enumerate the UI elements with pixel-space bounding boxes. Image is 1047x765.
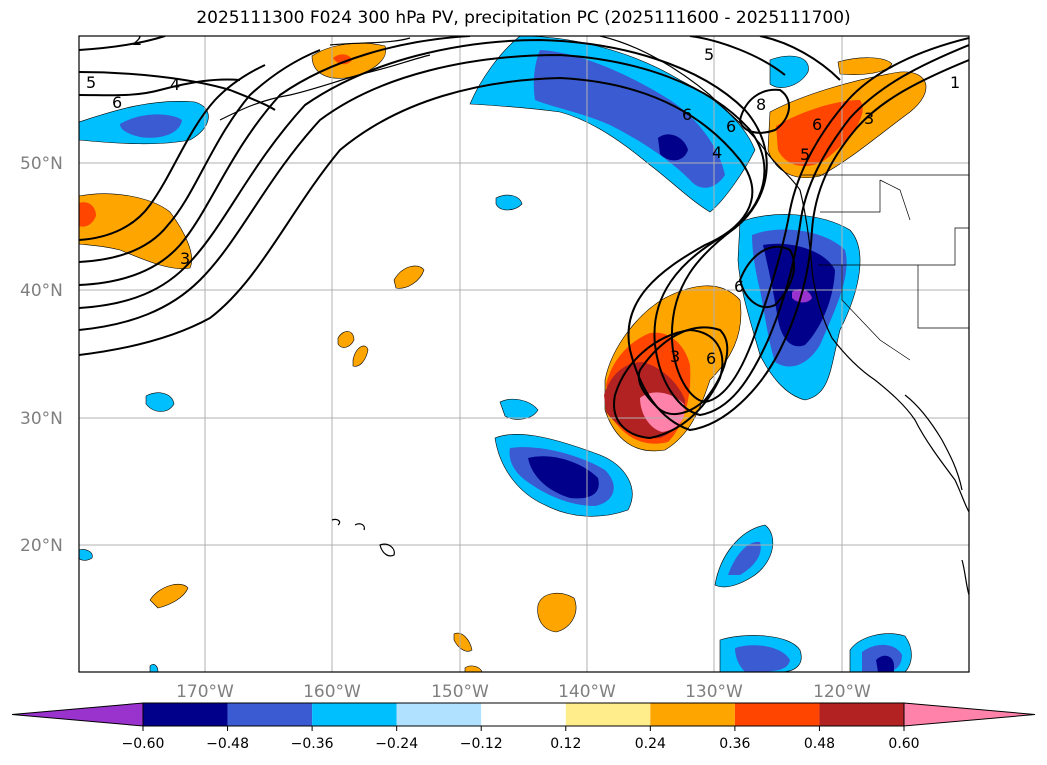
positive-precip-region (79, 193, 192, 269)
negative-precip-region (145, 392, 175, 412)
negative-precip-region (79, 549, 93, 561)
pv-contour-label: 3 (180, 249, 190, 268)
precip-shading (79, 36, 927, 672)
colorbar-segment (819, 703, 904, 726)
colorbar-segment (312, 703, 397, 726)
colorbar-segment (227, 703, 313, 726)
pv-contour-label: 8 (756, 95, 766, 114)
lon-label-130w: 130°W (685, 682, 743, 702)
pv-contour-label: 5 (704, 45, 714, 64)
pv-contour-label: 6 (682, 105, 692, 124)
colorbar-tick-label: 0.12 (550, 736, 581, 752)
longitude-labels: 170°W 160°W 150°W 140°W 130°W 120°W (176, 682, 871, 702)
negative-precip-region (120, 114, 182, 138)
positive-precip-region (837, 57, 893, 75)
colorbar: −0.60 −0.48 −0.36 −0.24 −0.12 0.12 0.24 0.36 0.4… (11, 702, 1036, 752)
pv-contour-label: 3 (864, 109, 874, 128)
pv-contours (79, 36, 969, 440)
negative-precip-region (728, 541, 761, 575)
positive-precip-region (464, 665, 483, 672)
pv-contour-labels: 2 5 4 6 5 3 3 6 6 5 6 8 4 1 6 3 6 (86, 30, 960, 368)
negative-precip-region (149, 664, 159, 672)
pv-contour-label: 6 (734, 277, 744, 296)
state-borders (800, 174, 969, 361)
map-title: 2025111300 F024 300 hPa PV, precipitatio… (196, 8, 851, 28)
pv-contour-label: 5 (800, 145, 810, 164)
positive-precip-region (352, 345, 369, 367)
positive-precip-region (337, 331, 355, 348)
colorbar-frame (142, 702, 905, 727)
positive-precip-region (537, 592, 577, 633)
negative-precip-region (495, 194, 523, 211)
colorbar-segment (650, 703, 735, 726)
pv-contour-label: 4 (712, 143, 722, 162)
pv-contour-label: 6 (812, 115, 822, 134)
coastlines (219, 36, 969, 596)
positive-precip-region (333, 54, 352, 65)
positive-precip-region (393, 265, 425, 289)
colorbar-tick-label: −0.12 (460, 736, 503, 752)
colorbar-tick-label: −0.60 (122, 736, 165, 752)
colorbar-tick-label: 0.36 (719, 736, 750, 752)
colorbar-segment (734, 703, 820, 726)
colorbar-tick-label: −0.36 (291, 736, 334, 752)
lon-label-140w: 140°W (558, 682, 616, 702)
colorbar-tick-label: 0.24 (635, 736, 666, 752)
graticule (79, 36, 969, 672)
pv-contour-label: 4 (170, 75, 180, 94)
pv-contour-label: 2 (132, 30, 142, 49)
pv-contour-label: 1 (950, 73, 960, 92)
latitude-labels: 50°N 40°N 30°N 20°N (20, 154, 63, 556)
colorbar-tick-label: −0.24 (375, 736, 418, 752)
pv-contour-label: 5 (86, 73, 96, 92)
map-frame (78, 35, 970, 673)
negative-precip-region (658, 134, 688, 161)
lon-label-150w: 150°W (431, 682, 489, 702)
pv-contour-label: 6 (112, 93, 122, 112)
positive-precip-region (149, 584, 189, 609)
colorbar-segment (143, 703, 228, 726)
pv-contour-label: 6 (706, 349, 716, 368)
positive-precip-region (79, 202, 96, 227)
positive-precip-region (776, 100, 863, 167)
lon-label-160w: 160°W (303, 682, 361, 702)
colorbar-segment (396, 703, 482, 726)
colorbar-tick-label: −0.48 (206, 736, 249, 752)
negative-precip-region (528, 456, 599, 499)
pv-contour-label: 6 (726, 117, 736, 136)
lon-label-170w: 170°W (176, 682, 234, 702)
negative-precip-region (735, 645, 790, 672)
pv-contour-label: 3 (670, 347, 680, 366)
negative-precip-region (876, 655, 894, 672)
colorbar-extend-max (903, 702, 1036, 727)
colorbar-segment (565, 703, 651, 726)
lat-label-40n: 40°N (20, 281, 63, 301)
negative-precip-region (769, 55, 809, 88)
colorbar-extend-min (11, 702, 144, 727)
positive-precip-region (453, 632, 473, 652)
lat-label-30n: 30°N (20, 409, 63, 429)
colorbar-segment (481, 703, 566, 726)
lon-label-120w: 120°W (813, 682, 871, 702)
colorbar-tick-label: 0.60 (888, 736, 919, 752)
lat-label-50n: 50°N (20, 154, 63, 174)
colorbar-tick-label: 0.48 (804, 736, 835, 752)
lat-label-20n: 20°N (20, 536, 63, 556)
